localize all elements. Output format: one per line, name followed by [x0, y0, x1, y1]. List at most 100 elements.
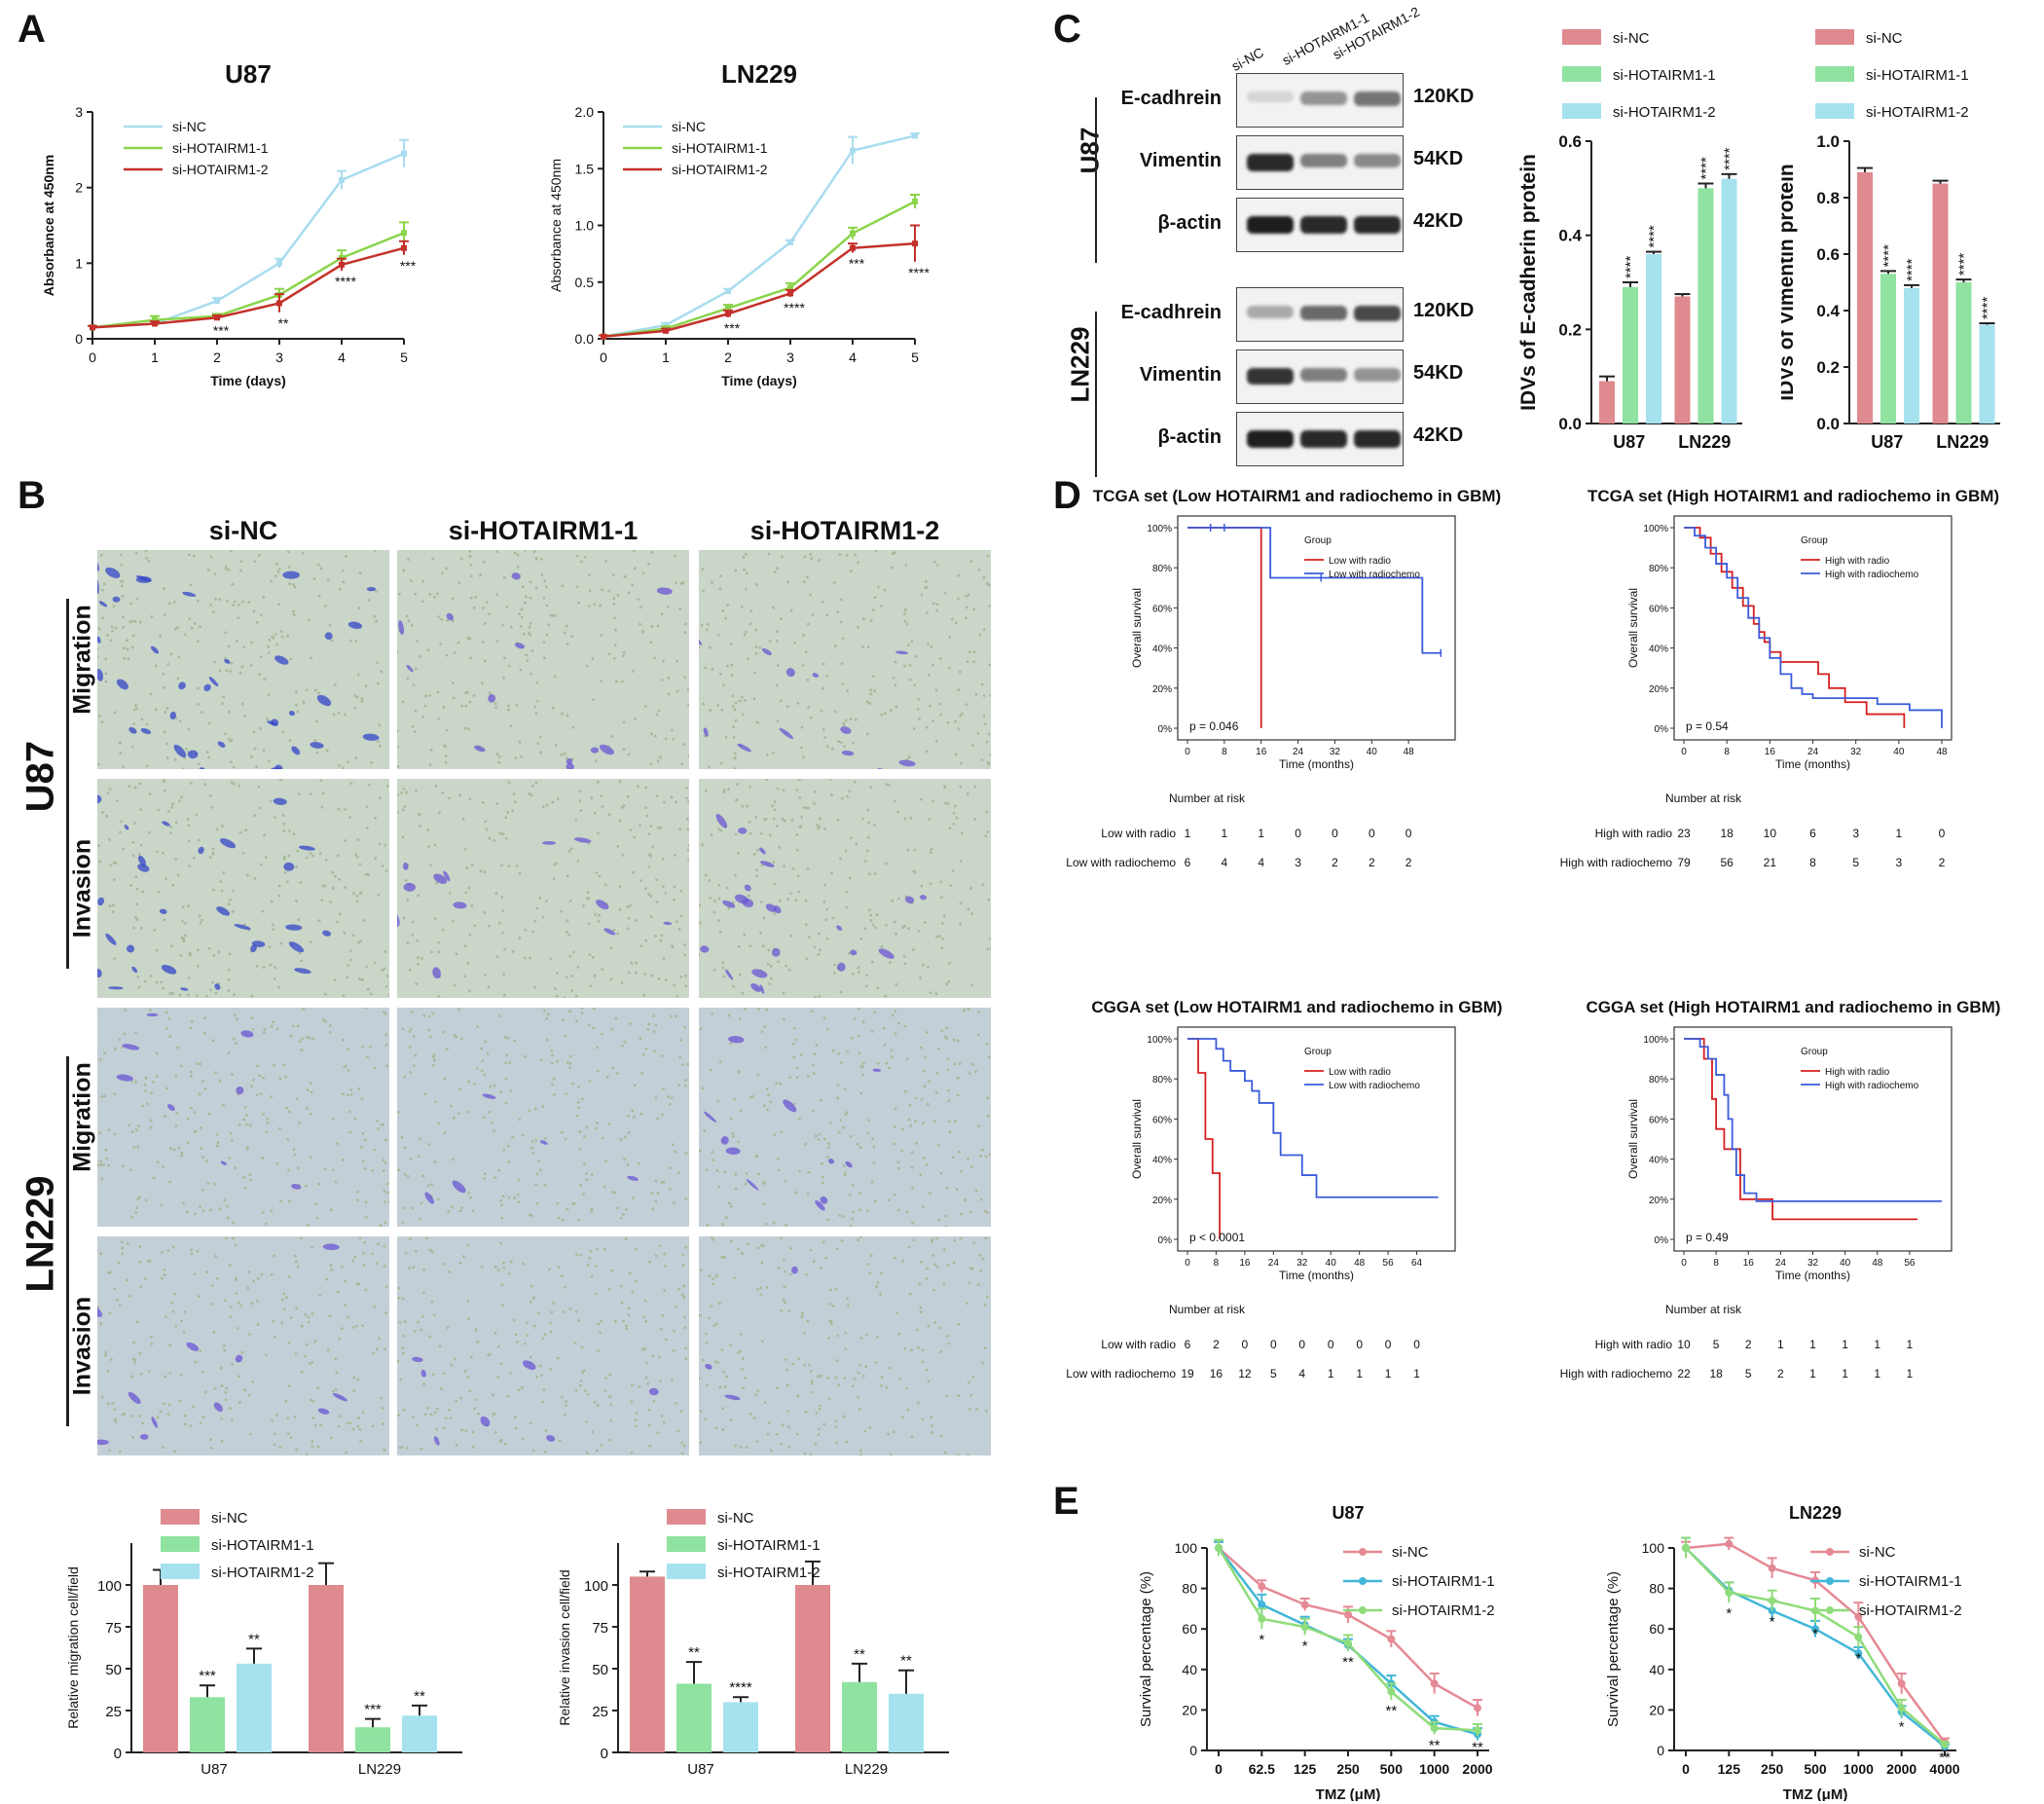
x-axis-label: Time (days) — [721, 373, 797, 388]
blot-band — [1247, 92, 1294, 103]
data-point — [787, 290, 793, 297]
y-tick-label: 1.5 — [575, 161, 595, 176]
y-tick-label: 60% — [1649, 1115, 1668, 1125]
y-tick-label: 75 — [592, 1620, 608, 1637]
risk-value: 0 — [1298, 1338, 1305, 1351]
data-point — [1474, 1726, 1481, 1735]
data-point — [1725, 1539, 1734, 1548]
blot-band — [1300, 430, 1347, 448]
y-tick-label: 40% — [1152, 1156, 1172, 1166]
km-curve-1 — [1684, 527, 1943, 728]
y-tick-label: 0 — [601, 1746, 608, 1762]
y-axis-label: Absorbance at 450nm — [548, 159, 564, 292]
protein-label: Vimentin — [1139, 150, 1222, 171]
legend-label: si-HOTAIRM1-1 — [717, 1537, 821, 1554]
y-tick-label: 0% — [1158, 724, 1173, 735]
significance-mark: **** — [1956, 253, 1973, 276]
bar — [190, 1697, 225, 1752]
km-tcga-low: TCGA set (Low HOTAIRM1 and radiochemo in… — [1066, 487, 1501, 869]
risk-value: 1 — [1413, 1367, 1420, 1381]
p-value: p = 0.49 — [1686, 1231, 1729, 1244]
risk-row-label: Low with radiochemo — [1066, 1367, 1176, 1381]
data-point — [1854, 1649, 1863, 1658]
cell-line-label: LN229 — [1065, 326, 1095, 403]
risk-value: 1 — [1185, 827, 1191, 840]
km-title: CGGA set (Low HOTAIRM1 and radiochemo in… — [1091, 998, 1502, 1016]
significance-mark: ** — [900, 1653, 912, 1670]
y-tick-label: 50 — [592, 1662, 608, 1678]
blot-band — [1247, 306, 1294, 318]
legend-label: si-HOTAIRM1-1 — [1613, 67, 1716, 84]
risk-value: 0 — [1369, 827, 1375, 840]
legend-label: High with radiochemo — [1825, 570, 1919, 580]
y-tick-label: 0.0 — [1558, 415, 1582, 433]
bar — [355, 1727, 390, 1752]
y-tick-label: 100 — [1175, 1540, 1198, 1556]
x-category-label: LN229 — [1936, 432, 1989, 448]
significance-mark: **** — [908, 265, 930, 280]
risk-value: 4 — [1258, 856, 1264, 869]
data-point — [912, 199, 918, 205]
y-tick-label: 40% — [1152, 644, 1172, 655]
data-point — [1430, 1724, 1439, 1733]
x-category-label: LN229 — [1678, 432, 1731, 448]
data-point — [1215, 1544, 1223, 1552]
risk-value: 1 — [1356, 1367, 1363, 1381]
km-title: TCGA set (Low HOTAIRM1 and radiochemo in… — [1093, 487, 1501, 505]
blot-band — [1354, 216, 1401, 234]
significance-mark: **** — [1880, 244, 1897, 268]
x-tick-label: 5 — [400, 350, 408, 365]
legend-swatch — [161, 1509, 200, 1525]
data-point — [725, 311, 731, 317]
risk-value: 2 — [1939, 856, 1946, 869]
x-tick-label: 125 — [1718, 1761, 1741, 1777]
y-tick-label: 20% — [1152, 684, 1172, 695]
legend-label: Low with radio — [1329, 1067, 1391, 1078]
km-title: CGGA set (High HOTAIRM1 and radiochemo i… — [1587, 998, 2001, 1016]
significance-mark: **** — [1646, 225, 1662, 248]
y-axis-label: Overall survival — [1626, 1099, 1640, 1179]
y-axis-label: Overall survival — [1626, 588, 1640, 668]
y-axis-label: IDVs of E-cadherin protein — [1518, 154, 1540, 411]
x-category-label: U87 — [1613, 432, 1645, 448]
legend-label: si-HOTAIRM1-2 — [1613, 104, 1716, 121]
risk-value: 5 — [1745, 1367, 1752, 1381]
risk-value: 1 — [1777, 1338, 1784, 1351]
x-category-label: U87 — [1871, 432, 1903, 448]
blot-band — [1247, 430, 1294, 448]
x-axis-label: Time (days) — [210, 373, 286, 388]
risk-value: 6 — [1185, 856, 1191, 869]
legend-label: si-NC — [172, 119, 206, 134]
significance-mark: *** — [213, 323, 230, 339]
significance-mark: * — [1812, 1626, 1818, 1642]
legend-title: Group — [1801, 535, 1828, 546]
data-point — [401, 244, 407, 251]
y-tick-label: 100% — [1643, 1035, 1668, 1046]
risk-value: 2 — [1745, 1338, 1752, 1351]
legend-label: si-HOTAIRM1-1 — [1859, 1573, 1962, 1590]
y-tick-label: 0.2 — [1558, 320, 1582, 339]
risk-value: 0 — [1332, 827, 1338, 840]
series-line-1 — [602, 200, 916, 338]
y-tick-label: 80% — [1649, 564, 1668, 574]
blot-strip — [1236, 350, 1404, 404]
y-tick-label: 0 — [114, 1746, 122, 1762]
p-value: p = 0.54 — [1686, 719, 1729, 733]
legend-label: si-NC — [1392, 1544, 1429, 1561]
y-tick-label: 1.0 — [1816, 132, 1840, 151]
y-axis-label: Survival percentage (%) — [1138, 1571, 1154, 1727]
legend-label: Low with radiochemo — [1329, 1081, 1420, 1091]
bar — [630, 1576, 665, 1752]
chart-title: U87 — [225, 59, 272, 89]
x-tick-label: 3 — [786, 350, 794, 365]
legend-swatch — [161, 1536, 200, 1552]
legend-label: si-NC — [1866, 30, 1903, 47]
cell-line-bracket — [66, 599, 69, 969]
risk-value: 5 — [1852, 856, 1859, 869]
risk-value: 3 — [1295, 856, 1301, 869]
data-point — [1387, 1687, 1396, 1696]
y-tick-label: 40 — [1182, 1662, 1197, 1677]
data-point — [339, 261, 345, 268]
x-tick-label: 250 — [1761, 1761, 1784, 1777]
x-category-label: U87 — [687, 1761, 714, 1778]
